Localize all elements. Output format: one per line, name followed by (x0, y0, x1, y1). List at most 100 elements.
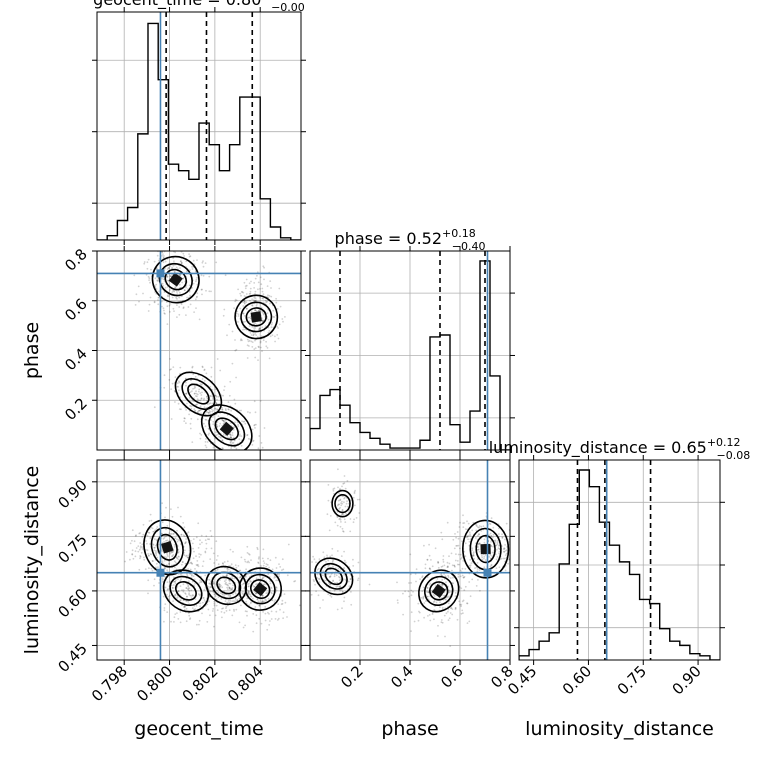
sample-point (244, 287, 247, 290)
sample-point (156, 267, 158, 270)
sample-point (192, 388, 194, 390)
sample-point (262, 312, 265, 315)
density-peak-bin (431, 583, 446, 598)
sample-point (468, 540, 471, 543)
sample-point (173, 270, 176, 273)
sample-point (491, 551, 494, 554)
sample-point (279, 566, 282, 568)
sample-point (196, 411, 199, 413)
sample-point (240, 604, 242, 607)
sample-point (210, 375, 213, 378)
sample-point (266, 312, 269, 314)
sample-point (182, 307, 185, 310)
sample-point (165, 593, 168, 596)
sample-point (498, 547, 501, 550)
sample-point (185, 384, 187, 387)
density-contour (143, 519, 192, 576)
sample-point (164, 516, 166, 519)
sample-point (254, 300, 257, 302)
sample-point (298, 604, 301, 607)
sample-point (197, 563, 199, 566)
sample-point (188, 397, 191, 399)
sample-point (266, 285, 269, 287)
sample-point (200, 534, 203, 537)
sample-point (238, 597, 241, 600)
sample-point (139, 547, 142, 549)
sample-point (177, 506, 179, 509)
sample-point (215, 604, 218, 607)
sample-point (212, 446, 215, 449)
sample-point (342, 578, 345, 581)
sample-point (185, 260, 188, 263)
sample-point (261, 557, 264, 560)
sample-point (460, 587, 463, 590)
sample-point (466, 535, 469, 538)
sample-point (184, 542, 186, 545)
sample-point (201, 601, 204, 604)
sample-point (273, 316, 276, 318)
sample-point (185, 422, 187, 425)
sample-point (213, 455, 215, 457)
sample-point (152, 560, 154, 562)
sample-point (166, 581, 169, 583)
sample-point (455, 545, 458, 547)
sample-point (176, 291, 178, 293)
sample-point (286, 574, 289, 577)
sample-point (266, 300, 268, 303)
sample-point (341, 509, 344, 512)
sample-point (245, 576, 247, 578)
sample-point (161, 502, 164, 505)
sample-point (187, 306, 190, 308)
sample-point (251, 304, 254, 307)
sample-point (232, 600, 235, 602)
sample-point (254, 347, 257, 349)
sample-point (223, 420, 225, 423)
sample-point (182, 534, 185, 537)
sample-point (137, 550, 140, 553)
sample-point (198, 553, 201, 555)
sample-point (316, 569, 319, 571)
sample-point (339, 576, 341, 579)
sample-point (460, 557, 463, 559)
sample-point (177, 551, 180, 554)
sample-point (220, 437, 222, 439)
y-axis-label-luminosity_distance: luminosity_distance (21, 466, 43, 655)
sample-point (426, 591, 428, 593)
sample-point (177, 385, 180, 388)
sample-point (251, 304, 253, 306)
sample-point (229, 380, 232, 383)
sample-point (248, 592, 251, 595)
sample-point (271, 334, 274, 336)
sample-point (338, 579, 341, 582)
sample-point (137, 285, 140, 288)
sample-point (221, 456, 223, 458)
sample-point (209, 399, 212, 402)
sample-point (229, 594, 232, 597)
sample-point (318, 581, 321, 583)
sample-point (266, 347, 269, 349)
sample-point (161, 305, 163, 308)
sample-point (498, 552, 500, 555)
sample-point (154, 529, 157, 532)
sample-point (270, 618, 273, 620)
sample-point (153, 546, 156, 549)
y-axis-label-phase: phase (21, 322, 43, 379)
sample-point (339, 498, 342, 501)
density-contour (429, 581, 449, 601)
sample-point (225, 579, 227, 581)
sample-point (257, 345, 260, 348)
sample-point (149, 553, 152, 555)
sample-point (498, 550, 501, 553)
sample-point (169, 368, 171, 371)
sample-point (318, 578, 321, 581)
sample-point (329, 594, 332, 597)
sample-point (185, 587, 188, 590)
sample-point (264, 612, 267, 615)
sample-point (276, 619, 279, 621)
sample-point (168, 532, 171, 535)
sample-point (248, 590, 251, 593)
sample-point (199, 383, 202, 385)
sample-point (185, 314, 187, 316)
sample-point (255, 614, 258, 617)
sample-point (264, 619, 267, 622)
